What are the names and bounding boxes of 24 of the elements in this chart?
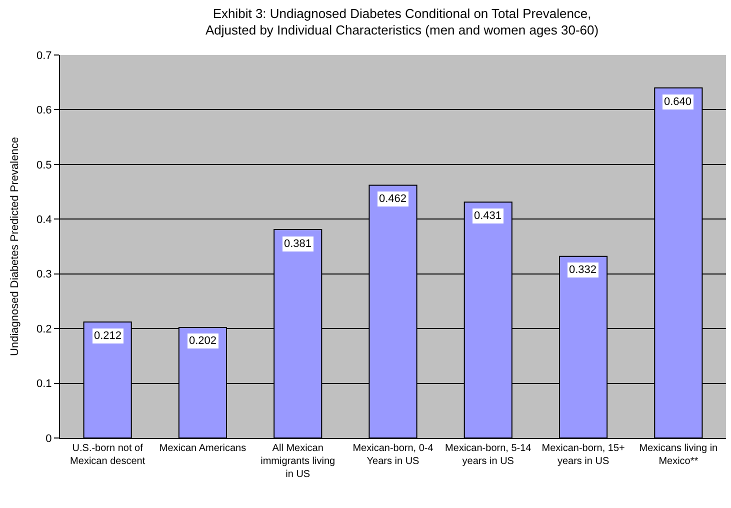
data-label: 0.381 xyxy=(284,238,312,250)
x-tick-label: Mexican-born, 0-4 Years in US xyxy=(352,443,434,467)
data-label: 0.212 xyxy=(94,330,122,342)
y-tick-label: 0.2 xyxy=(36,323,52,336)
y-tick-label: 0.6 xyxy=(36,104,52,117)
data-label: 0.640 xyxy=(664,96,692,108)
y-tick-label: 0 xyxy=(46,432,52,445)
x-tick-label: Mexicans living in Mexico** xyxy=(639,443,718,467)
x-tick-label: All Mexican immigrants living in US xyxy=(260,443,336,480)
data-label: 0.462 xyxy=(379,193,407,205)
y-tick-label: 0.4 xyxy=(36,214,52,226)
x-tick-label: U.S.-born not of Mexican descent xyxy=(70,443,146,467)
data-label: 0.332 xyxy=(569,264,597,276)
x-tick-label: Mexican-born, 5-14 years in US xyxy=(445,443,532,467)
x-tick-label: Mexican Americans xyxy=(159,443,246,454)
y-tick-label: 0.3 xyxy=(36,268,52,281)
y-tick-label: 0.7 xyxy=(36,50,52,62)
data-label: 0.431 xyxy=(474,210,502,222)
y-axis-title: Undiagnosed Diabetes Predicted Prevalence xyxy=(9,137,22,356)
y-tick-label: 0.1 xyxy=(36,378,52,390)
x-tick-label: Mexican-born, 15+ years in US xyxy=(542,443,625,467)
chart-title: Exhibit 3: Undiagnosed Diabetes Conditional on Total Prevalence, Adjusted by Individual Characteristics (men and women ages 30-60) xyxy=(206,6,599,38)
data-label: 0.202 xyxy=(189,335,217,347)
y-tick-label: 0.5 xyxy=(36,159,52,172)
